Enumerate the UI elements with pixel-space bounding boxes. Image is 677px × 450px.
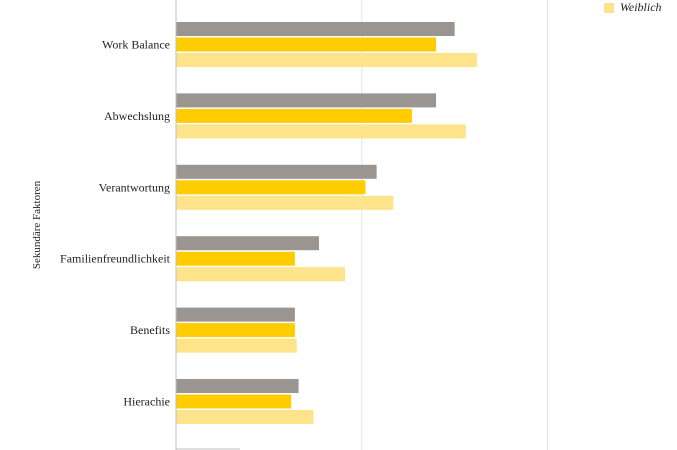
category-label-benefits: Benefits	[130, 323, 170, 337]
bar-abwechslung-series-1	[176, 93, 437, 108]
bar-benefits-series-2	[176, 323, 295, 338]
category-label-abwechslung: Abwechslung	[104, 109, 170, 123]
bar-familienfreundlichkeit-series-1	[176, 236, 320, 251]
bar-abwechslung-series-2	[176, 108, 412, 123]
bar-work-balance-series-2	[176, 37, 437, 52]
category-label-familienfreundlichkeit: Familienfreundlichkeit	[60, 252, 171, 266]
bar-familienfreundlichkeit-series-2	[176, 251, 295, 266]
bar-verantwortung-series-3	[176, 195, 394, 210]
y-axis-title: Sekundäre Faktoren	[31, 180, 43, 269]
category-labels: Work Balance Abwechslung Verantwortung Fami…	[60, 38, 171, 409]
legend-label-weiblich: Weiblich	[620, 0, 662, 14]
gridlines	[361, 0, 549, 450]
category-label-hierachie: Hierachie	[123, 395, 170, 409]
category-label-verantwortung: Verantwortung	[99, 180, 170, 194]
bar-benefits-series-3	[176, 338, 297, 353]
legend-swatch-weiblich	[604, 2, 614, 13]
bar-work-balance-series-1	[176, 22, 455, 36]
bars	[176, 22, 477, 424]
legend: Weiblich	[604, 0, 662, 15]
bar-hierachie-series-3	[176, 410, 314, 424]
bar-familienfreundlichkeit-series-3	[176, 267, 346, 282]
bar-verantwortung-series-2	[176, 180, 366, 195]
category-label-work-balance: Work Balance	[102, 38, 170, 52]
bar-abwechslung-series-3	[176, 124, 466, 139]
bar-verantwortung-series-1	[176, 164, 377, 179]
bar-work-balance-series-3	[176, 53, 477, 67]
bar-benefits-series-1	[176, 307, 295, 322]
bar-hierachie-series-2	[176, 394, 292, 409]
bar-hierachie-series-1	[176, 379, 299, 393]
